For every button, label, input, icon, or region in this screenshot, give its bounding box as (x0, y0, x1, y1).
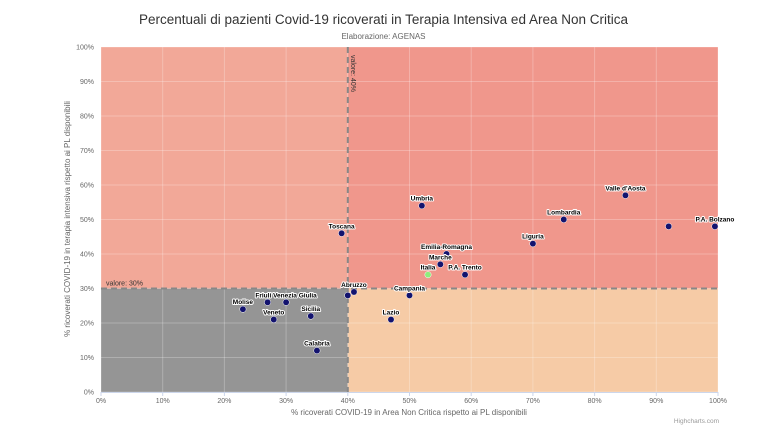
quadrant-upper-right (347, 47, 718, 289)
x-tick-label: 50% (402, 398, 416, 405)
quadrant-lower-right (347, 288, 718, 392)
data-label: Abruzzo (341, 282, 367, 289)
data-label: Calabria (304, 341, 330, 348)
x-tick-label: 20% (217, 398, 231, 405)
data-point (424, 271, 432, 279)
data-label: Sicilia (301, 306, 320, 313)
y-tick-label: 0% (84, 390, 94, 397)
data-point (418, 202, 426, 210)
x-tick-label: 0% (96, 398, 106, 405)
data-label: P.A. Trento (448, 265, 482, 272)
y-tick-label: 10% (80, 355, 94, 362)
data-point (344, 291, 352, 299)
data-label: Campania (394, 285, 425, 292)
y-tick-label: 70% (80, 148, 94, 155)
x-axis-title: % ricoverati COVID-19 in Area Non Critic… (291, 408, 527, 417)
y-tick-label: 60% (80, 183, 94, 190)
data-label: Friuli Venezia Giulia (255, 292, 317, 299)
data-point (264, 298, 272, 306)
data-label: Lombardia (547, 210, 581, 217)
data-label: Emilia-Romagna (421, 244, 472, 251)
data-point (307, 312, 315, 320)
quadrant-lower-left (101, 288, 348, 392)
data-point (436, 260, 444, 268)
data-point (406, 291, 413, 299)
data-point (529, 240, 537, 248)
threshold-label-y: valore: 30% (106, 281, 143, 288)
data-point (282, 298, 290, 306)
y-tick-label: 90% (80, 79, 94, 86)
x-tick-label: 40% (341, 398, 355, 405)
chart-title: Percentuali di pazienti Covid-19 ricover… (139, 12, 628, 27)
data-point (461, 271, 469, 279)
data-label: Valle d'Aosta (605, 185, 646, 192)
data-label: Lazio (383, 310, 400, 317)
x-tick-label: 10% (156, 398, 170, 405)
plot-area: valore: 40% valore: 30% 0% 10% 20% 30% 40% 50% 6… (76, 45, 735, 406)
data-point (239, 305, 247, 313)
y-tick-label: 20% (80, 321, 94, 328)
data-point (711, 222, 719, 230)
x-tick-label: 30% (279, 398, 293, 405)
x-tick-label: 100% (709, 398, 727, 405)
y-axis-title: % ricoverati COVID-19 in terapia intensi… (63, 101, 72, 337)
y-tick-label: 30% (80, 286, 94, 293)
quadrant-upper-left (101, 47, 348, 289)
data-label: Italia (421, 265, 436, 272)
data-point (338, 229, 346, 237)
data-label: Marche (429, 254, 452, 261)
y-tick-label: 40% (80, 252, 94, 259)
data-point (443, 250, 450, 258)
gridlines (100, 46, 719, 393)
data-label: Umbria (411, 196, 434, 203)
data-point (313, 347, 321, 355)
chart-subtitle: Elaborazione: AGENAS (341, 32, 425, 41)
data-label: Veneto (263, 310, 284, 317)
data-point (350, 288, 358, 296)
data-points: Valle d'Aosta Umbria Lombardia P.A. Bolzano… (232, 184, 735, 355)
data-label: Toscana (329, 223, 355, 230)
data-point (560, 216, 568, 223)
data-point (270, 316, 278, 323)
threshold-label-x: valore: 40% (349, 55, 356, 92)
y-tick-label: 80% (80, 114, 94, 121)
data-point (622, 191, 629, 199)
x-tick-label: 70% (526, 398, 540, 405)
y-tick-label: 50% (80, 217, 94, 224)
data-label: Liguria (522, 234, 544, 241)
x-tick-label: 80% (588, 398, 602, 405)
data-label: P.A. Bolzano (695, 216, 734, 223)
credits-text[interactable]: Highcharts.com (674, 418, 719, 425)
x-tick-label: 60% (464, 398, 478, 405)
data-label: Molise (233, 299, 254, 306)
y-tick-label: 100% (76, 45, 94, 52)
x-tick-label: 90% (649, 398, 663, 405)
data-point (665, 222, 673, 230)
data-point (387, 316, 395, 323)
